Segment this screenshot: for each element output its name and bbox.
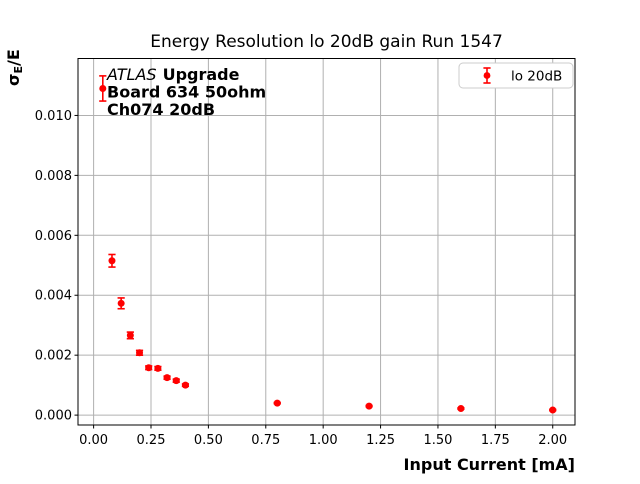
data-point (273, 399, 281, 407)
x-tick-label: 1.25 (366, 433, 395, 448)
data-point (163, 374, 171, 382)
y-tick-label: 0.006 (35, 229, 72, 244)
chart-title: Energy Resolution lo 20dB gain Run 1547 (150, 32, 503, 52)
x-tick-label: 1.00 (309, 433, 338, 448)
data-point (99, 84, 107, 92)
annotation-upgrade: Upgrade (163, 65, 240, 84)
y-tick-label: 0.004 (35, 289, 72, 304)
annotation-channel: Ch074 20dB (107, 100, 215, 119)
x-tick-label: 0.50 (194, 433, 223, 448)
data-point (126, 331, 134, 339)
x-tick-label: 0.75 (251, 433, 280, 448)
tick-layer: 0.00 0.25 0.50 0.75 1.00 1.25 1.50 1.75 2.00 0.00… (35, 109, 567, 448)
legend: lo 20dB (458, 62, 574, 89)
x-tick-label: 1.75 (481, 433, 510, 448)
annotation-block: ATLAS Upgrade Board 634 50ohm Ch074 20dB (106, 65, 266, 119)
y-tick-label: 0.000 (35, 409, 72, 424)
data-point (145, 364, 153, 372)
data-point (457, 405, 465, 413)
x-tick-label: 0.00 (79, 433, 108, 448)
data-point (108, 257, 116, 265)
legend-label: lo 20dB (511, 69, 562, 85)
x-tick-label: 1.50 (423, 433, 452, 448)
legend-errorbar-icon (483, 67, 491, 84)
data-series-lo-20dB (99, 75, 557, 414)
x-tick-label: 2.00 (538, 433, 567, 448)
data-point (365, 402, 373, 410)
annotation-board: Board 634 50ohm (107, 83, 266, 102)
plot-frame (77, 58, 576, 426)
grid-layer (78, 58, 575, 425)
y-tick-label: 0.008 (35, 169, 72, 184)
data-point (136, 349, 144, 357)
y-tick-label: 0.010 (35, 109, 72, 124)
data-point (117, 299, 125, 307)
data-point (181, 381, 189, 389)
y-axis-label: σE/E (4, 49, 25, 86)
data-point (154, 364, 162, 372)
y-tick-label: 0.002 (35, 349, 72, 364)
x-axis-label: Input Current [mA] (404, 455, 575, 474)
annotation-atlas: ATLAS (106, 65, 157, 84)
data-point (549, 406, 557, 414)
data-point (172, 377, 180, 385)
x-tick-label: 0.25 (137, 433, 166, 448)
